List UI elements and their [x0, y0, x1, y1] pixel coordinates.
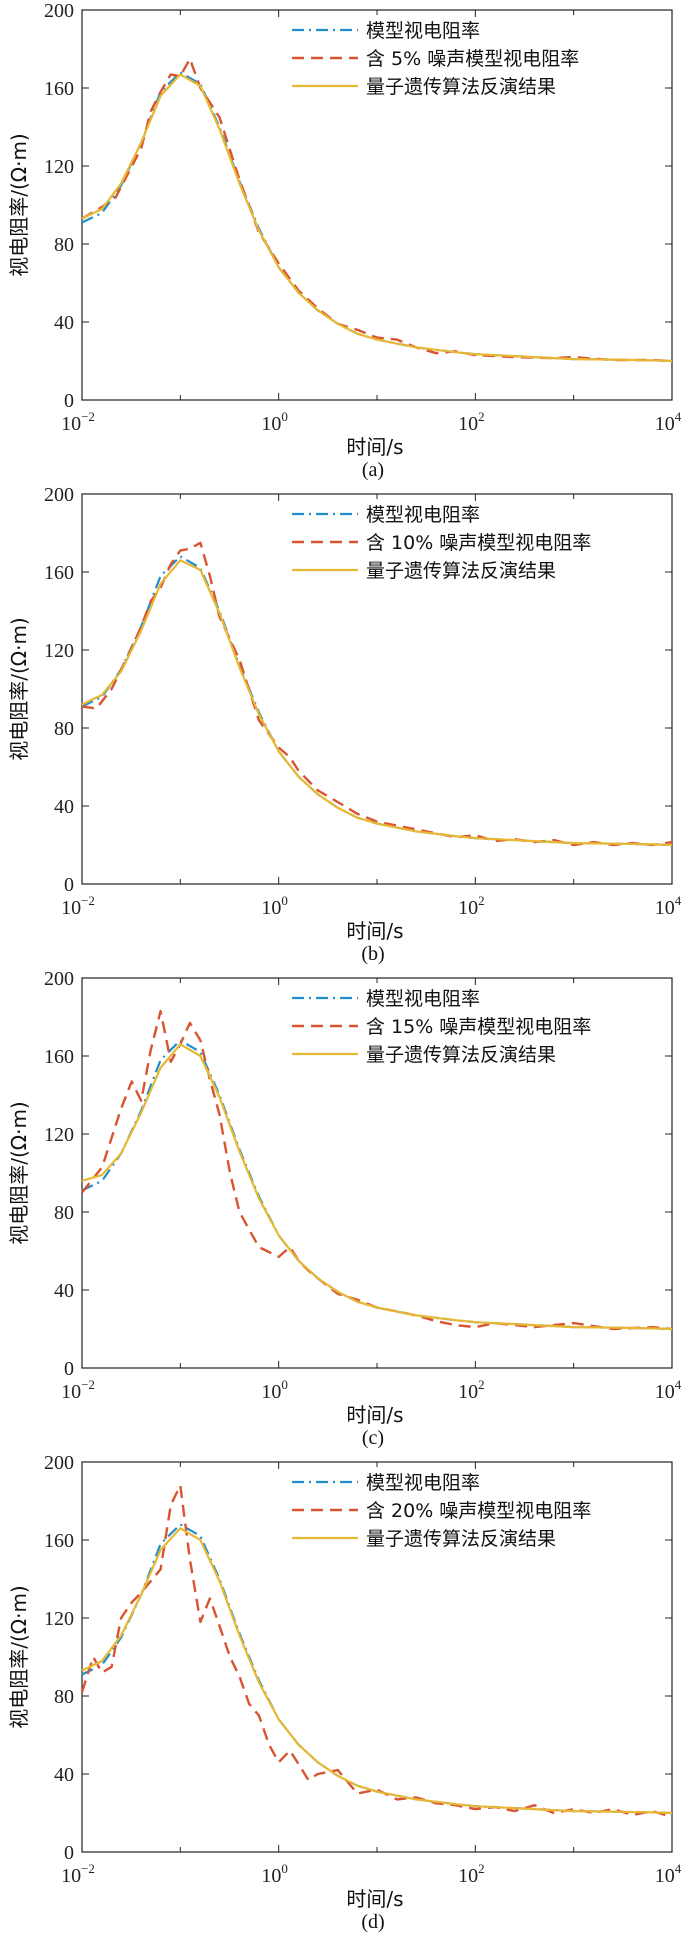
panel-caption: (b)	[361, 943, 384, 965]
panel-caption: (c)	[362, 1427, 384, 1449]
legend-label-model: 模型视电阻率	[366, 504, 480, 526]
y-tick-label: 200	[44, 1452, 74, 1474]
series-line-model	[81, 1523, 673, 1815]
x-tick-label: 10−2	[61, 1861, 95, 1887]
series-line-inversion	[81, 559, 673, 847]
y-axis-title: 视电阻率/(Ω·m)	[7, 133, 31, 276]
x-tick-label: 102	[458, 1861, 485, 1887]
y-tick-label: 160	[44, 78, 74, 100]
x-tick-label: 102	[458, 1377, 485, 1403]
chart-panel: 0 40 80 120 160 200 10−2 100 102 104 时间/s 视电阻率/(Ω·m…	[0, 1452, 700, 1936]
legend-label-inversion: 量子遗传算法反演结果	[366, 76, 556, 98]
y-tick-label: 0	[64, 390, 74, 412]
x-tick-label: 104	[655, 1861, 682, 1887]
y-tick-label: 40	[54, 1764, 74, 1786]
series-line-inversion	[81, 73, 673, 363]
y-tick-label: 200	[44, 484, 74, 506]
y-axis-title: 视电阻率/(Ω·m)	[7, 617, 31, 760]
y-tick-label: 200	[44, 968, 74, 990]
y-tick-label: 40	[54, 796, 74, 818]
chart-svg: 0 40 80 120 160 200 10−2 100 102 104 时间/s 视电阻率/(Ω·m…	[7, 484, 682, 965]
series-line-model	[81, 555, 673, 847]
chart-panel: 0 40 80 120 160 200 10−2 100 102 104 时间/s 视电阻率/(Ω·m…	[0, 484, 700, 968]
panel-caption: (d)	[361, 1911, 384, 1933]
legend-label-model: 模型视电阻率	[366, 1472, 480, 1494]
x-tick-label: 10−2	[61, 409, 95, 435]
x-tick-label: 100	[261, 1861, 288, 1887]
chart-svg: 0 40 80 120 160 200 10−2 100 102 104 时间/s 视电阻率/(Ω·m…	[7, 968, 682, 1449]
series-line-noisy	[80, 1484, 673, 1819]
series-line-inversion	[81, 1527, 673, 1815]
y-tick-label: 160	[44, 1530, 74, 1552]
chart-panel: 0 40 80 120 160 200 10−2 100 102 104 时间/s 视电阻率/(Ω·m…	[0, 968, 700, 1452]
y-tick-label: 200	[44, 0, 74, 22]
chart-svg: 0 40 80 120 160 200 10−2 100 102 104 时间/s 视电阻率/(Ω·m…	[7, 1452, 682, 1933]
panel-caption: (a)	[362, 459, 384, 481]
x-tick-label: 102	[458, 409, 485, 435]
y-tick-label: 120	[44, 1608, 74, 1630]
y-tick-label: 0	[64, 1842, 74, 1864]
y-tick-label: 40	[54, 312, 74, 334]
legend-label-model: 模型视电阻率	[366, 20, 480, 42]
y-tick-label: 80	[54, 1686, 74, 1708]
x-tick-label: 102	[458, 893, 485, 919]
series-line-model	[81, 71, 673, 363]
chart-svg: 0 40 80 120 160 200 10−2 100 102 104 时间/s 视电阻率/(Ω·m…	[7, 0, 682, 481]
legend-label-inversion: 量子遗传算法反演结果	[366, 1528, 556, 1550]
y-tick-label: 0	[64, 1358, 74, 1380]
y-tick-label: 40	[54, 1280, 74, 1302]
x-tick-label: 100	[261, 893, 288, 919]
y-tick-label: 120	[44, 1124, 74, 1146]
x-axis-title: 时间/s	[346, 1887, 403, 1911]
y-axis-title: 视电阻率/(Ω·m)	[7, 1585, 31, 1728]
x-tick-label: 104	[655, 1377, 682, 1403]
legend-label-noisy: 含 15% 噪声模型视电阻率	[366, 1016, 591, 1038]
y-tick-label: 120	[44, 640, 74, 662]
legend-label-inversion: 量子遗传算法反演结果	[366, 1044, 556, 1066]
x-axis-title: 时间/s	[346, 435, 403, 459]
series-line-noisy	[81, 57, 673, 363]
legend-label-noisy: 含 10% 噪声模型视电阻率	[366, 532, 591, 554]
series-line-inversion	[81, 1043, 673, 1331]
y-tick-label: 80	[54, 234, 74, 256]
y-tick-label: 160	[44, 562, 74, 584]
x-tick-label: 100	[261, 409, 288, 435]
x-tick-label: 104	[655, 893, 682, 919]
series-line-noisy	[81, 541, 673, 847]
series-line-noisy	[81, 1009, 673, 1331]
y-axis-title: 视电阻率/(Ω·m)	[7, 1101, 31, 1244]
x-tick-label: 104	[655, 409, 682, 435]
series-line-model	[81, 1039, 673, 1331]
legend-label-model: 模型视电阻率	[366, 988, 480, 1010]
legend-label-noisy: 含 20% 噪声模型视电阻率	[366, 1500, 591, 1522]
x-tick-label: 100	[261, 1377, 288, 1403]
y-tick-label: 80	[54, 718, 74, 740]
chart-panel: 0 40 80 120 160 200 10−2 100 102 104 时间/s 视电阻率/(Ω·m…	[0, 0, 700, 484]
y-tick-label: 80	[54, 1202, 74, 1224]
x-tick-label: 10−2	[61, 1377, 95, 1403]
legend-label-inversion: 量子遗传算法反演结果	[366, 560, 556, 582]
y-tick-label: 160	[44, 1046, 74, 1068]
x-tick-label: 10−2	[61, 893, 95, 919]
y-tick-label: 0	[64, 874, 74, 896]
legend-label-noisy: 含 5% 噪声模型视电阻率	[366, 48, 579, 70]
x-axis-title: 时间/s	[346, 919, 403, 943]
x-axis-title: 时间/s	[346, 1403, 403, 1427]
y-tick-label: 120	[44, 156, 74, 178]
